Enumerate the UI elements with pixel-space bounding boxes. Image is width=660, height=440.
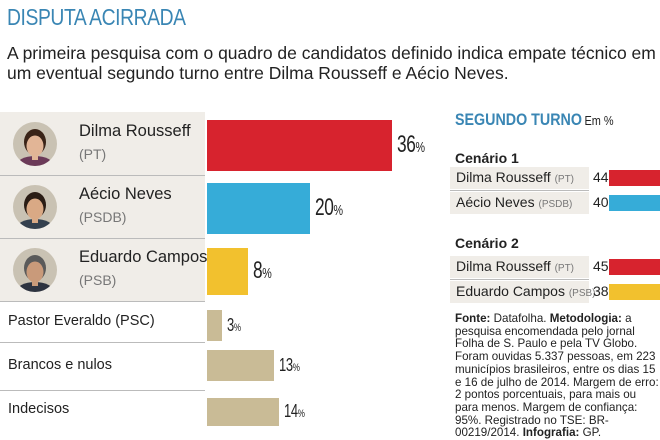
bar bbox=[207, 120, 392, 171]
row-divider bbox=[0, 238, 205, 239]
scenario-candidate-name: Aécio Neves bbox=[456, 194, 535, 210]
percent-sign: % bbox=[292, 361, 300, 374]
bar bbox=[207, 310, 223, 341]
source-fonte-text: Datafolha. bbox=[490, 312, 550, 325]
value-number: 8 bbox=[253, 256, 263, 284]
value-label: 44 bbox=[593, 169, 609, 185]
value-label: 3% bbox=[227, 315, 241, 336]
candidate-party: (PSDB) bbox=[79, 209, 127, 225]
candidate-row: Pastor Everaldo (PSC) 3% bbox=[0, 301, 435, 342]
scenario-label-area bbox=[450, 167, 589, 189]
candidate-name: Dilma Rousseff bbox=[79, 122, 191, 140]
row-divider bbox=[0, 175, 205, 176]
scenario-title: Cenário 2 bbox=[455, 235, 519, 251]
value-number: 36 bbox=[397, 130, 416, 158]
second-round-title: SEGUNDO TURNO Em % bbox=[455, 110, 614, 130]
scenario-candidate-name: Dilma Rousseff bbox=[456, 258, 551, 274]
bar bbox=[207, 350, 274, 381]
bar bbox=[207, 248, 249, 295]
scenario-candidate-party: (PT) bbox=[554, 174, 575, 185]
scenario-title: Cenário 1 bbox=[455, 150, 519, 166]
category-name: Brancos e nulos bbox=[8, 357, 112, 373]
percent-sign: % bbox=[262, 265, 272, 282]
value-label: 8% bbox=[253, 256, 272, 285]
scenario-candidate: Eduardo Campos (PSB) bbox=[456, 283, 596, 299]
kicker-title: DISPUTA ACIRRADA bbox=[7, 4, 186, 30]
value-label: 14% bbox=[283, 401, 305, 422]
campos-photo-image bbox=[13, 248, 57, 292]
candidate-row: Brancos e nulos 13% bbox=[0, 342, 435, 390]
row-divider bbox=[0, 342, 205, 343]
percent-sign: % bbox=[234, 321, 242, 334]
source-infografia-text: GP. bbox=[579, 426, 602, 440]
scenario-row: Dilma Rousseff (PT) 45 bbox=[450, 256, 660, 278]
candidate-party: (PT) bbox=[79, 146, 107, 162]
value-number: 14 bbox=[283, 401, 298, 421]
value-label: 20% bbox=[315, 194, 343, 222]
source-metodologia-label: Metodologia: bbox=[549, 312, 622, 325]
source-infografia-label: Infografia: bbox=[522, 426, 580, 440]
percent-sign: % bbox=[297, 408, 305, 420]
scenario-row: Eduardo Campos (PSB) 38 bbox=[450, 279, 660, 303]
value-number: 13 bbox=[278, 354, 293, 375]
source-note: Fonte: Datafolha. Metodologia: a pesquis… bbox=[455, 312, 660, 440]
bar bbox=[609, 195, 660, 211]
dilma-photo bbox=[13, 122, 57, 166]
aecio-photo-image bbox=[13, 185, 57, 229]
bar bbox=[609, 170, 660, 186]
source-metodologia-text: a pesquisa encomendada pelo jornal Folha… bbox=[455, 312, 659, 440]
scenario-candidate: Dilma Rousseff (PT) bbox=[456, 169, 574, 185]
value-label: 38 bbox=[593, 283, 609, 299]
row-divider bbox=[0, 301, 205, 302]
second-round-title-text: SEGUNDO TURNO bbox=[455, 110, 582, 129]
percent-sign: % bbox=[333, 202, 343, 219]
value-label: 40 bbox=[593, 194, 609, 210]
campos-photo bbox=[13, 248, 57, 292]
source-fonte-label: Fonte: bbox=[455, 312, 491, 325]
value-label: 36% bbox=[397, 131, 425, 159]
value-label: 45 bbox=[593, 258, 609, 274]
bar bbox=[207, 183, 310, 234]
candidate-row: Dilma Rousseff (PT) 36% bbox=[0, 112, 435, 175]
first-round-chart: Dilma Rousseff (PT) 36% Aécio Neves (PSDB) 20… bbox=[0, 112, 435, 432]
scenario-candidate-party: (PT) bbox=[554, 263, 575, 274]
scenario-candidate: Dilma Rousseff (PT) bbox=[456, 258, 574, 274]
percent-sign: % bbox=[415, 139, 426, 156]
candidate-name: Eduardo Campos bbox=[79, 248, 208, 266]
scenario-candidate-party: (PSB) bbox=[568, 288, 596, 299]
bar bbox=[609, 284, 660, 300]
scenario-candidate-name: Eduardo Campos bbox=[456, 283, 565, 299]
candidate-party: (PSB) bbox=[79, 272, 117, 288]
scenario-row: Aécio Neves (PSDB) 40 bbox=[450, 190, 660, 214]
scenario-label-area bbox=[450, 256, 589, 278]
row-divider bbox=[450, 279, 589, 280]
scenario-label-area bbox=[450, 192, 589, 214]
candidate-row: Aécio Neves (PSDB) 20% bbox=[0, 175, 435, 238]
category-name: Indecisos bbox=[8, 401, 70, 417]
scenario-candidate: Aécio Neves (PSDB) bbox=[456, 194, 572, 210]
second-round-unit: Em % bbox=[584, 113, 614, 128]
scenario-row: Dilma Rousseff (PT) 44 bbox=[450, 167, 660, 189]
dilma-photo-image bbox=[13, 122, 57, 166]
candidate-name: Aécio Neves bbox=[79, 185, 172, 203]
value-number: 3 bbox=[227, 314, 235, 335]
candidate-row: Indecisos 14% bbox=[0, 390, 435, 430]
deck-text: A primeira pesquisa com o quadro de cand… bbox=[7, 43, 656, 83]
second-round-panel: SEGUNDO TURNO Em % Cenário 1 Dilma Roussef… bbox=[450, 110, 660, 440]
value-label: 13% bbox=[278, 354, 300, 376]
bar bbox=[207, 398, 279, 426]
category-name: Pastor Everaldo (PSC) bbox=[8, 313, 155, 329]
value-number: 20 bbox=[314, 193, 334, 221]
scenario-label-area bbox=[450, 281, 589, 303]
aecio-photo bbox=[13, 185, 57, 229]
scenario-candidate-name: Dilma Rousseff bbox=[456, 169, 551, 185]
row-divider bbox=[450, 190, 589, 191]
bar bbox=[609, 259, 660, 275]
row-divider bbox=[0, 390, 205, 391]
candidate-row: Eduardo Campos (PSB) 8% bbox=[0, 238, 435, 301]
scenario-candidate-party: (PSDB) bbox=[538, 199, 573, 210]
